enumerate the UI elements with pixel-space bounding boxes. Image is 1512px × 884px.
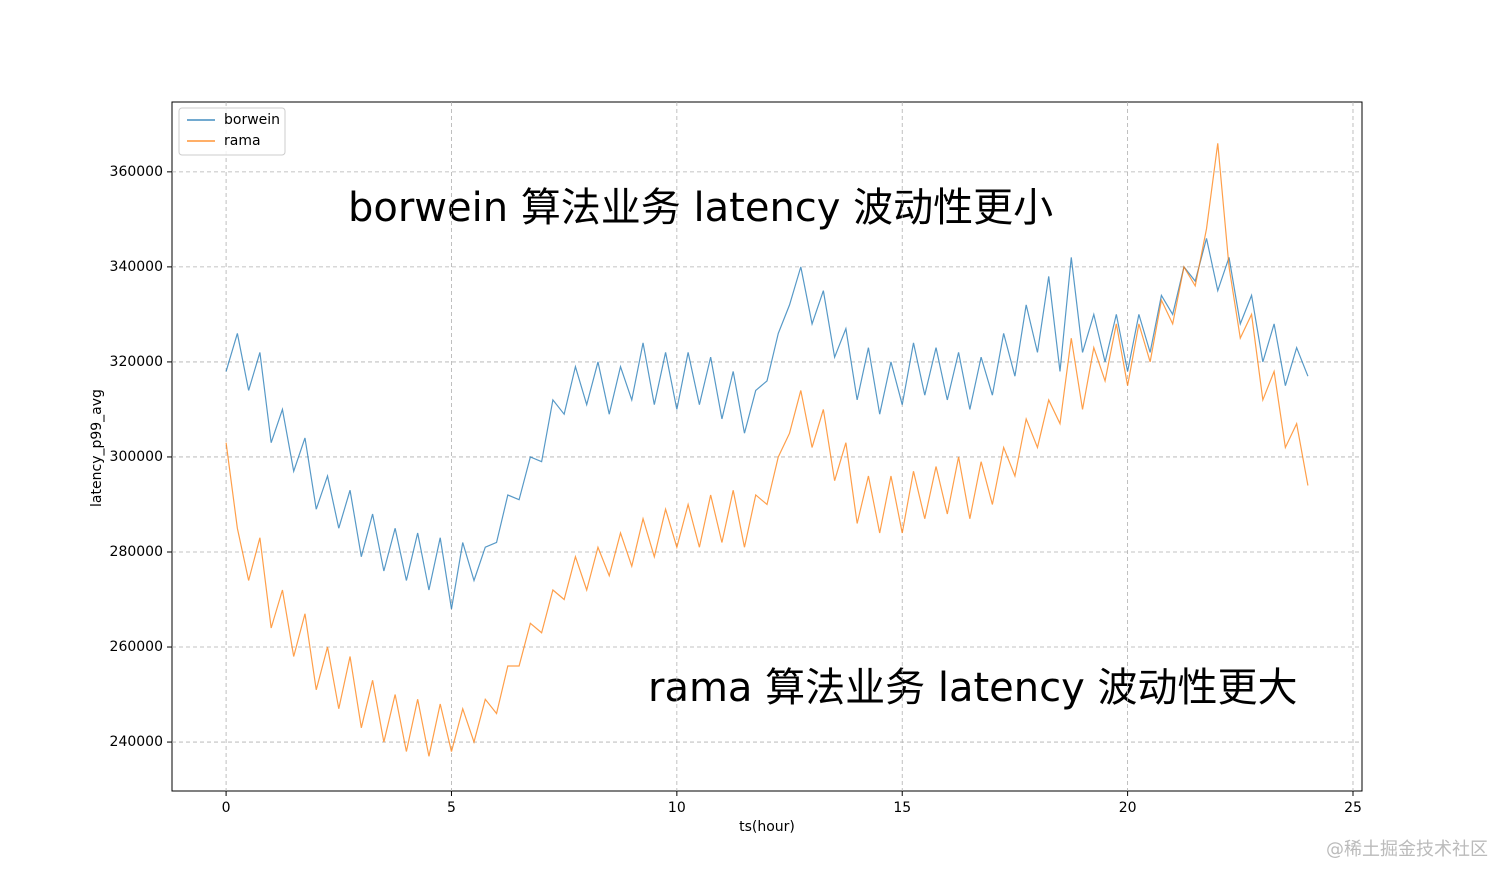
x-tick-label: 5 <box>447 800 456 816</box>
legend-label: rama <box>224 133 261 149</box>
x-tick-label: 15 <box>893 800 911 816</box>
y-tick-label: 340000 <box>110 259 163 275</box>
y-tick-label: 260000 <box>110 639 163 655</box>
data-line <box>225 238 1309 610</box>
x-tick-label: 10 <box>668 800 686 816</box>
watermark: @稀土掘金技术社区 <box>1326 839 1488 860</box>
x-axis-label: ts(hour) <box>739 819 795 835</box>
x-tick-label: 20 <box>1119 800 1137 816</box>
y-tick-label: 300000 <box>110 449 163 465</box>
x-tick-label: 0 <box>222 800 231 816</box>
data-line <box>225 143 1309 757</box>
annotation: rama 算法业务 latency 波动性更大 <box>648 665 1298 711</box>
y-tick-label: 360000 <box>110 164 163 180</box>
annotation: borwein 算法业务 latency 波动性更小 <box>348 185 1053 231</box>
y-tick-label: 280000 <box>110 544 163 560</box>
y-tick-label: 320000 <box>110 354 163 370</box>
plot-frame <box>171 101 1363 792</box>
y-tick-label: 240000 <box>110 734 163 750</box>
legend-label: borwein <box>224 112 280 128</box>
x-tick-label: 25 <box>1344 800 1362 816</box>
y-axis-label: latency_p99_avg <box>89 389 105 507</box>
